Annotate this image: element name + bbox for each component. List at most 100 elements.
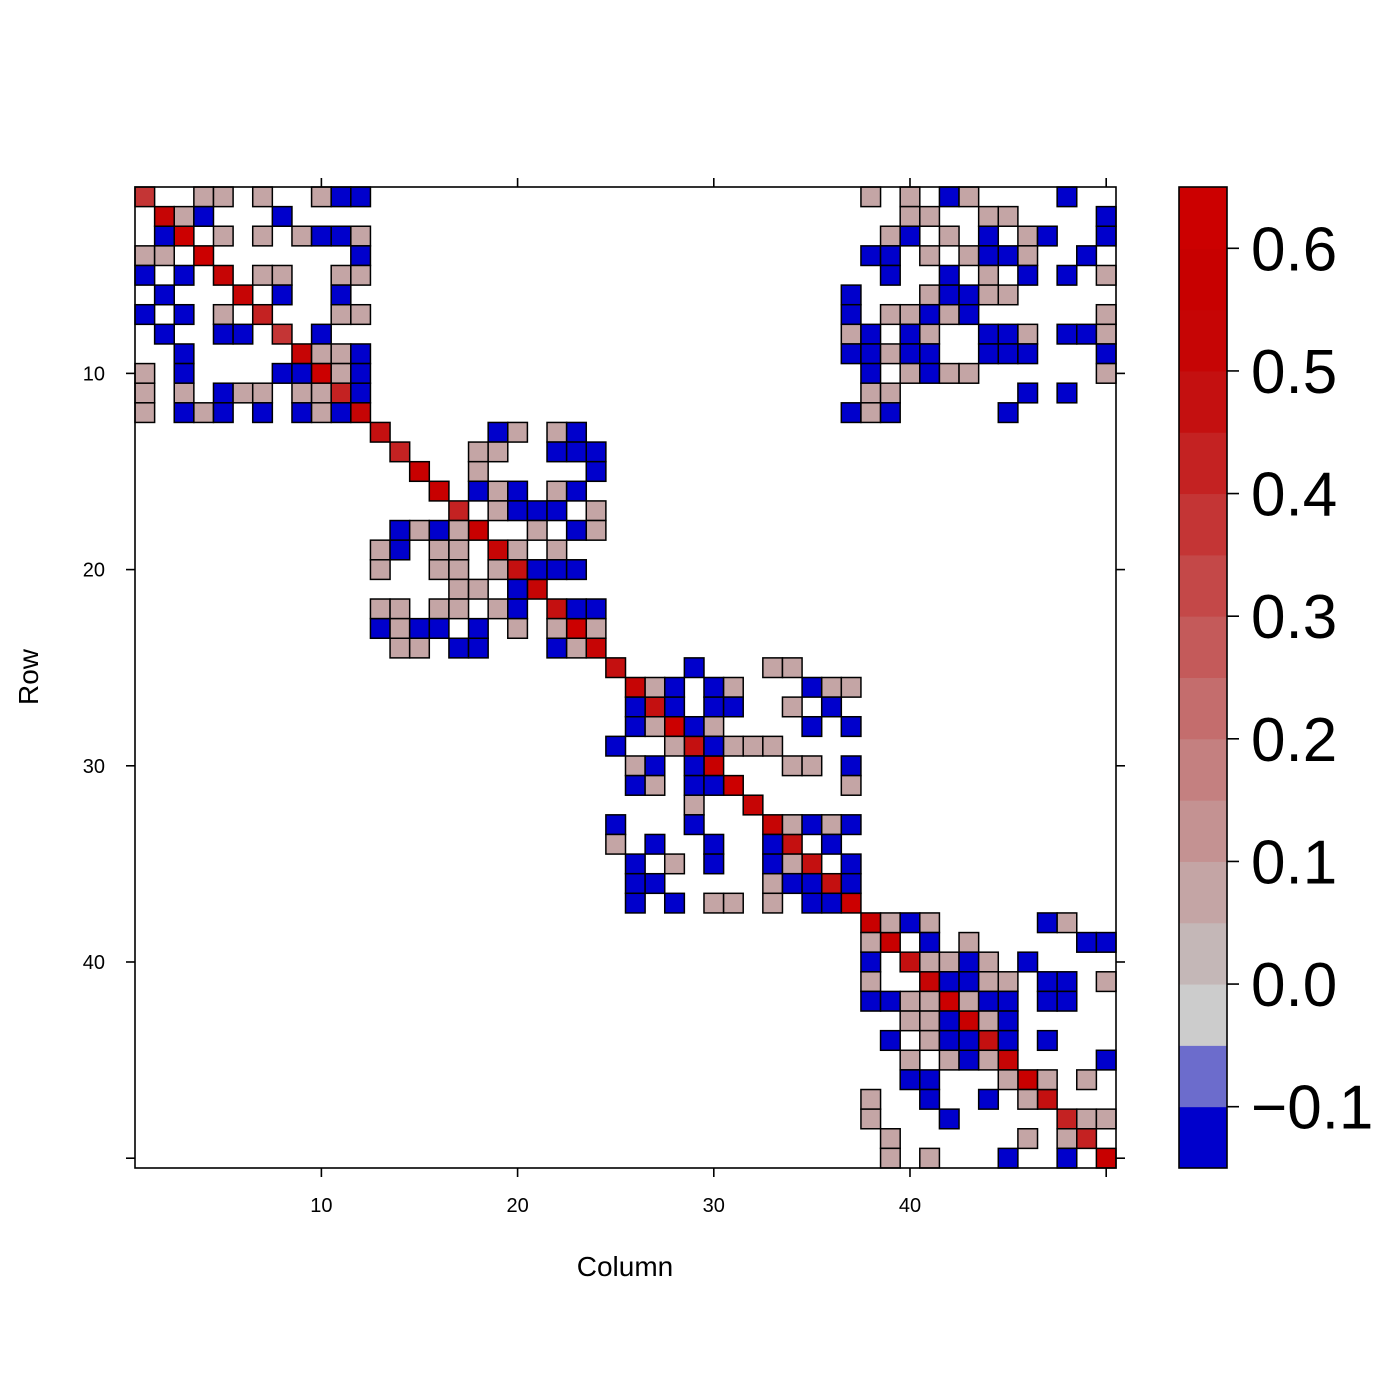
heatmap-cell [565, 598, 588, 620]
heatmap-cell [840, 814, 862, 836]
heatmap-cell [860, 382, 882, 404]
heatmap-cell [801, 853, 823, 875]
heatmap-cell [330, 343, 352, 365]
heatmap-cell [212, 225, 234, 247]
heatmap-cell [703, 696, 725, 718]
heatmap-cell [879, 931, 901, 953]
heatmap-cell [879, 343, 901, 365]
heatmap-cell [330, 225, 352, 247]
heatmap-cell [899, 912, 921, 934]
heatmap-cell [467, 480, 489, 502]
heatmap-cell [134, 382, 156, 404]
heatmap-cell [1017, 1088, 1039, 1110]
heatmap-cell [291, 343, 313, 365]
heatmap-cell [1095, 971, 1117, 993]
heatmap-cell [997, 402, 1019, 424]
color-key-band [1179, 861, 1227, 924]
heatmap-cell [369, 617, 391, 640]
heatmap-cell [938, 303, 960, 326]
heatmap-cell [507, 480, 529, 502]
heatmap-cell [879, 264, 901, 286]
heatmap-cell [546, 598, 568, 620]
heatmap-cell [899, 1010, 921, 1032]
heatmap-cell [840, 755, 862, 777]
heatmap-cell [840, 872, 862, 895]
color-key-band [1179, 493, 1227, 556]
heatmap-cell [663, 892, 686, 914]
heatmap-cell [212, 402, 234, 424]
heatmap-cell [1095, 264, 1117, 286]
y-tick-label: 20 [83, 560, 105, 582]
heatmap-cell [565, 441, 588, 463]
heatmap-cell [958, 1029, 980, 1052]
heatmap-cell [840, 774, 862, 796]
color-key-band [1179, 309, 1227, 372]
heatmap-cell [330, 284, 352, 306]
heatmap-cell [644, 755, 666, 777]
x-tick-label: 20 [506, 1195, 528, 1217]
color-key-band [1179, 370, 1227, 433]
heatmap-cell [860, 990, 882, 1012]
heatmap-cell [1036, 1069, 1058, 1091]
heatmap-cell [1017, 225, 1039, 247]
heatmap-cell [997, 343, 1019, 365]
heatmap-cell [546, 637, 568, 659]
heatmap-cell [507, 559, 529, 581]
heatmap-cell [310, 343, 332, 365]
heatmap-cell [507, 598, 529, 620]
heatmap-cell [1036, 971, 1058, 993]
heatmap-cell [860, 1088, 882, 1110]
heatmap-cell [683, 794, 705, 816]
heatmap-cell [762, 657, 784, 679]
heatmap-cell [1056, 1128, 1078, 1150]
heatmap-cell [212, 186, 234, 208]
heatmap-cell [801, 892, 823, 914]
heatmap-cell [232, 284, 254, 306]
heatmap-cell [1056, 990, 1078, 1012]
heatmap-cell [840, 892, 862, 914]
color-key-band [1179, 1106, 1227, 1169]
heatmap-cell [408, 519, 431, 541]
heatmap-cell [820, 696, 843, 718]
heatmap-cell [1036, 912, 1058, 934]
heatmap-cell [919, 323, 941, 345]
heatmap-cell [1076, 1069, 1098, 1091]
heatmap-cell [899, 323, 921, 345]
heatmap-cell [153, 225, 175, 247]
heatmap-cell [1017, 1069, 1039, 1091]
heatmap-cell [899, 1049, 921, 1071]
heatmap-cell [781, 833, 803, 855]
heatmap-cell [919, 951, 941, 973]
heatmap-cell [350, 225, 372, 247]
heatmap-cell [350, 264, 372, 286]
heatmap-cell [919, 931, 941, 953]
heatmap-cell [173, 382, 195, 404]
heatmap-cell [958, 951, 980, 973]
heatmap-cell [350, 402, 372, 424]
heatmap-cell [1036, 1029, 1058, 1052]
heatmap-cell [938, 951, 960, 973]
heatmap-cell [997, 1049, 1019, 1071]
heatmap-cell [448, 637, 470, 659]
color-key-band [1179, 554, 1227, 617]
heatmap-cell [173, 225, 195, 247]
heatmap-cell [1017, 264, 1039, 286]
heatmap-cell [448, 559, 470, 581]
heatmap-cell [879, 245, 901, 267]
heatmap-cell [330, 303, 352, 326]
heatmap-cell [251, 382, 274, 404]
heatmap-cell [977, 343, 1000, 365]
heatmap-cell [153, 205, 175, 227]
heatmap-cell [1036, 1088, 1058, 1110]
heatmap-cell [212, 382, 234, 404]
heatmap-cell [683, 774, 705, 796]
heatmap-cell [487, 441, 509, 463]
heatmap-cell [408, 637, 431, 659]
heatmap-cell [938, 1049, 960, 1071]
heatmap-cell [644, 676, 666, 698]
heatmap-cell [487, 500, 509, 522]
heatmap-cell [428, 480, 450, 502]
heatmap-cell [683, 755, 705, 777]
heatmap-cell [762, 833, 784, 855]
heatmap-cell [212, 264, 234, 286]
